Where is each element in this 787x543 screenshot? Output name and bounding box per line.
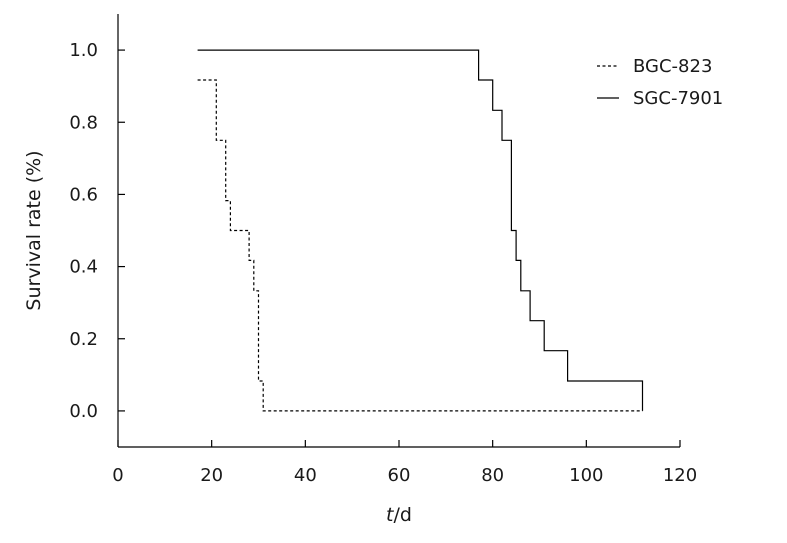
- x-tick-label: 120: [663, 465, 697, 486]
- axes: [117, 14, 680, 448]
- x-tick-label: 20: [200, 465, 223, 486]
- y-axis-title: Survival rate (%): [23, 150, 45, 310]
- series-group: [197, 49, 644, 412]
- x-axis-title-italic: t: [386, 504, 395, 526]
- series-line-bgc-823: [197, 79, 643, 412]
- y-tick-label: 0.2: [69, 329, 98, 350]
- y-tick-label: 0.4: [69, 257, 98, 278]
- x-tick-label: 60: [388, 465, 411, 486]
- x-tick-label: 0: [112, 465, 123, 486]
- x-axis-title: t/d: [386, 504, 412, 526]
- series-line-sgc-7901: [197, 49, 644, 411]
- y-tick-label: 0.8: [69, 112, 98, 133]
- x-axis-title-rest: /d: [393, 504, 411, 526]
- y-ticks: 0.0 0.2 0.4 0.6 0.8 1.0: [69, 40, 125, 422]
- legend: BGC-823 SGC-7901: [597, 56, 723, 109]
- x-tick-label: 80: [481, 465, 504, 486]
- x-tick-label: 40: [294, 465, 317, 486]
- legend-label-bgc-823: BGC-823: [633, 56, 712, 77]
- x-ticks: 0 20 40 60 80 100 120: [112, 440, 697, 486]
- y-tick-label: 0.6: [69, 184, 98, 205]
- y-tick-label: 0.0: [69, 401, 98, 422]
- legend-label-sgc-7901: SGC-7901: [633, 88, 723, 109]
- x-tick-label: 100: [569, 465, 603, 486]
- y-tick-label: 1.0: [69, 40, 98, 61]
